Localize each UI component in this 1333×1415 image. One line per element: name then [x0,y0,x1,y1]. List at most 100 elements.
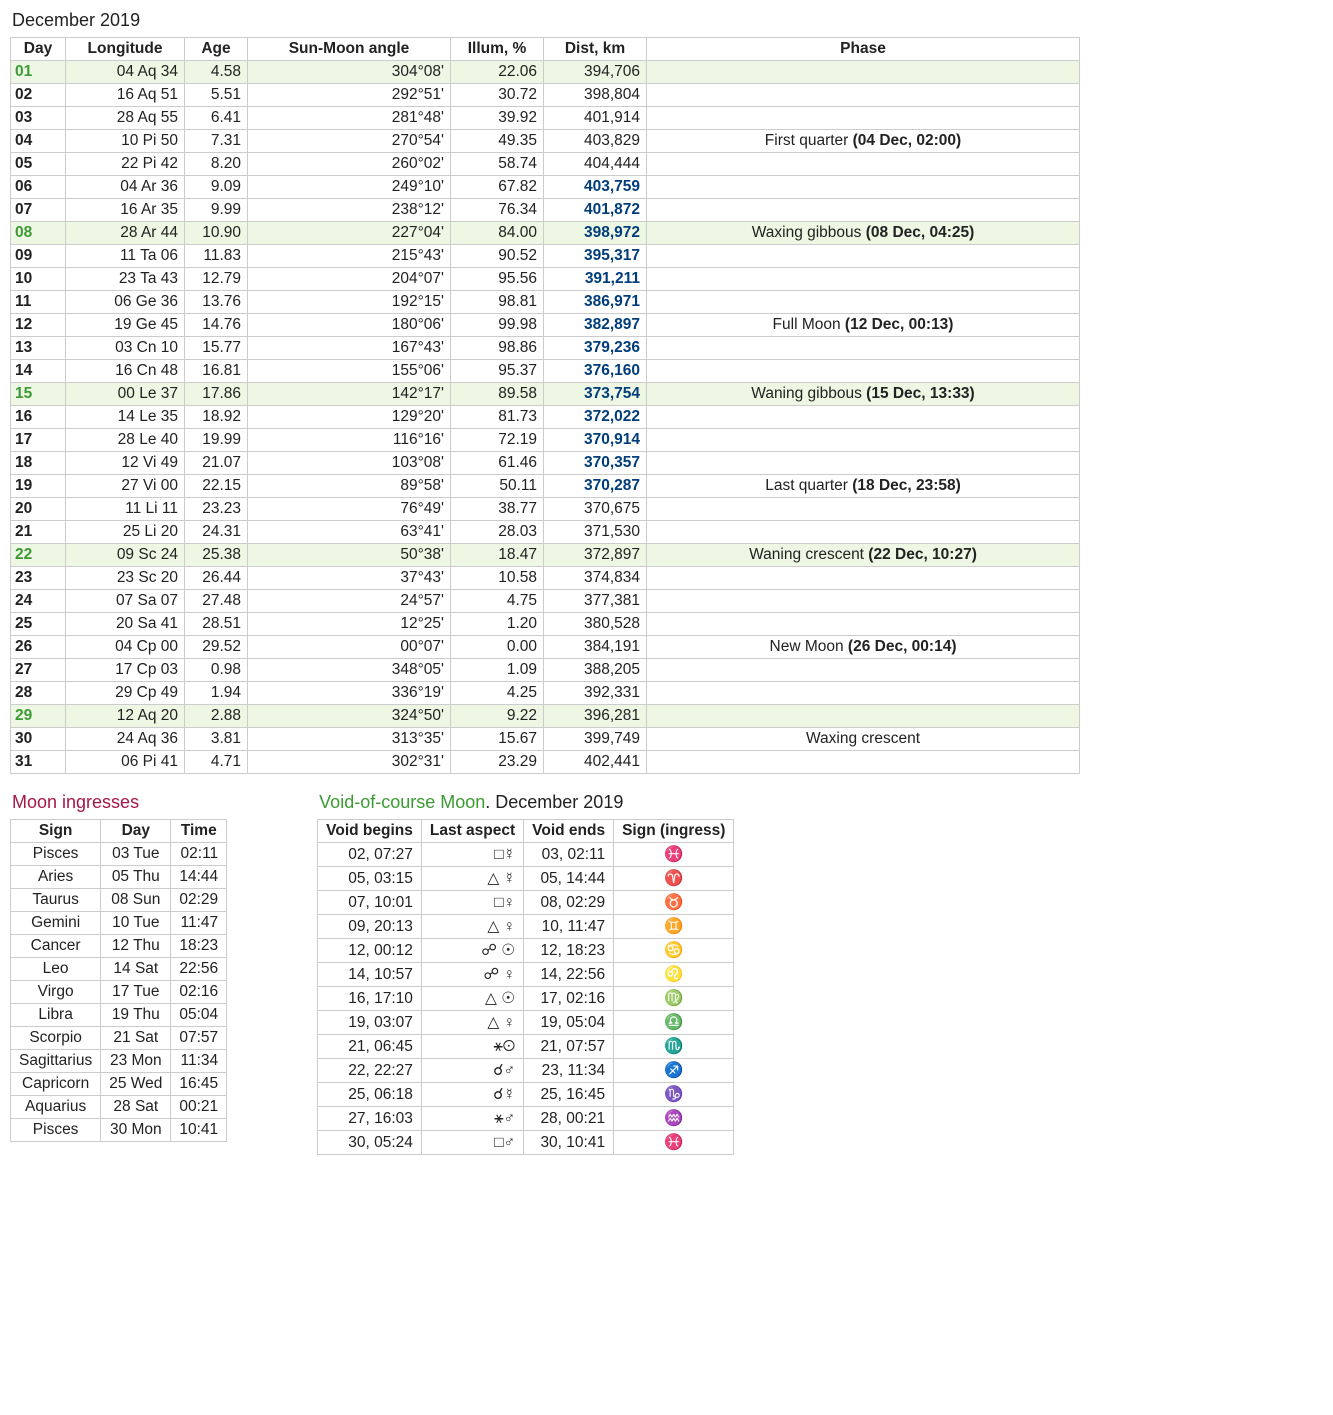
voc-col-sign: Sign (ingress) [614,820,734,843]
cell-long: 28 Ar 44 [66,222,185,245]
table-row: 0104 Aq 344.58304°08'22.06394,706 [11,61,1080,84]
cell-angle: 00°07' [248,636,451,659]
table-row: 2323 Sc 2026.4437°43'10.58374,834 [11,567,1080,590]
ing-col-day: Day [101,820,171,843]
cell-phase: Full Moon (12 Dec, 00:13) [647,314,1080,337]
ing-day: 10 Tue [101,912,171,935]
voc-begin: 02, 07:27 [318,843,422,867]
cell-age: 25.38 [185,544,248,567]
cell-dist: 370,287 [544,475,647,498]
cell-angle: 270°54' [248,130,451,153]
table-row: 1416 Cn 4816.81155°06'95.37376,160 [11,360,1080,383]
cell-age: 4.71 [185,751,248,774]
cell-angle: 89°58' [248,475,451,498]
cell-long: 23 Sc 20 [66,567,185,590]
cell-phase [647,199,1080,222]
voc-end: 10, 11:47 [524,915,614,939]
cell-dist: 394,706 [544,61,647,84]
cell-dist: 404,444 [544,153,647,176]
cell-phase [647,613,1080,636]
voc-begin: 12, 00:12 [318,939,422,963]
cell-dist: 370,357 [544,452,647,475]
voc-end: 14, 22:56 [524,963,614,987]
cell-angle: 116°16' [248,429,451,452]
table-row: 1614 Le 3518.92129°20'81.73372,022 [11,406,1080,429]
voc-begin: 25, 06:18 [318,1083,422,1107]
cell-dist: 403,829 [544,130,647,153]
cell-dist: 403,759 [544,176,647,199]
cell-dist: 380,528 [544,613,647,636]
cell-dist: 382,897 [544,314,647,337]
voc-end: 03, 02:11 [524,843,614,867]
cell-angle: 12°25' [248,613,451,636]
cell-day: 21 [11,521,66,544]
voc-sign: ♏ [614,1035,734,1059]
cell-illum: 28.03 [451,521,544,544]
cell-phase [647,682,1080,705]
cell-illum: 58.74 [451,153,544,176]
cell-angle: 155°06' [248,360,451,383]
voc-sign: ♊ [614,915,734,939]
cell-age: 11.83 [185,245,248,268]
ing-time: 02:29 [171,889,227,912]
voc-row: 07, 10:01□♀08, 02:29♉ [318,891,734,915]
col-phase: Phase [647,38,1080,61]
cell-angle: 238°12' [248,199,451,222]
cell-day: 19 [11,475,66,498]
ing-time: 16:45 [171,1073,227,1096]
cell-illum: 81.73 [451,406,544,429]
ing-day: 21 Sat [101,1027,171,1050]
voc-sign: ♎ [614,1011,734,1035]
cell-dist: 373,754 [544,383,647,406]
voc-aspect: ☍ ♀ [421,963,523,987]
cell-angle: 336°19' [248,682,451,705]
cell-long: 28 Le 40 [66,429,185,452]
cell-phase [647,360,1080,383]
cell-dist: 402,441 [544,751,647,774]
ingress-row: Taurus08 Sun02:29 [11,889,227,912]
cell-angle: 103°08' [248,452,451,475]
ing-day: 08 Sun [101,889,171,912]
cell-long: 06 Ge 36 [66,291,185,314]
cell-day: 05 [11,153,66,176]
voc-aspect: △ ♀ [421,915,523,939]
cell-dist: 401,914 [544,107,647,130]
cell-day: 16 [11,406,66,429]
ing-time: 07:57 [171,1027,227,1050]
voc-sign: ♐ [614,1059,734,1083]
cell-day: 15 [11,383,66,406]
voc-sign: ♋ [614,939,734,963]
cell-dist: 379,236 [544,337,647,360]
cell-angle: 50°38' [248,544,451,567]
voc-col-aspect: Last aspect [421,820,523,843]
ing-sign: Sagittarius [11,1050,101,1073]
cell-phase [647,659,1080,682]
cell-illum: 98.81 [451,291,544,314]
table-row: 2829 Cp 491.94336°19'4.25392,331 [11,682,1080,705]
cell-day: 01 [11,61,66,84]
cell-long: 11 Ta 06 [66,245,185,268]
cell-age: 24.31 [185,521,248,544]
voc-begin: 09, 20:13 [318,915,422,939]
cell-long: 16 Ar 35 [66,199,185,222]
cell-dist: 388,205 [544,659,647,682]
cell-long: 06 Pi 41 [66,751,185,774]
cell-long: 16 Cn 48 [66,360,185,383]
cell-day: 24 [11,590,66,613]
cell-long: 03 Cn 10 [66,337,185,360]
ing-time: 11:34 [171,1050,227,1073]
cell-dist: 370,675 [544,498,647,521]
table-row: 0828 Ar 4410.90227°04'84.00398,972Waxing… [11,222,1080,245]
cell-age: 0.98 [185,659,248,682]
cell-day: 02 [11,84,66,107]
table-row: 3024 Aq 363.81313°35'15.67399,749Waxing … [11,728,1080,751]
cell-day: 12 [11,314,66,337]
ing-day: 19 Thu [101,1004,171,1027]
ing-col-sign: Sign [11,820,101,843]
cell-illum: 4.75 [451,590,544,613]
cell-day: 25 [11,613,66,636]
voc-aspect: ⚹♂ [421,1107,523,1131]
cell-illum: 1.20 [451,613,544,636]
cell-phase [647,521,1080,544]
cell-age: 23.23 [185,498,248,521]
